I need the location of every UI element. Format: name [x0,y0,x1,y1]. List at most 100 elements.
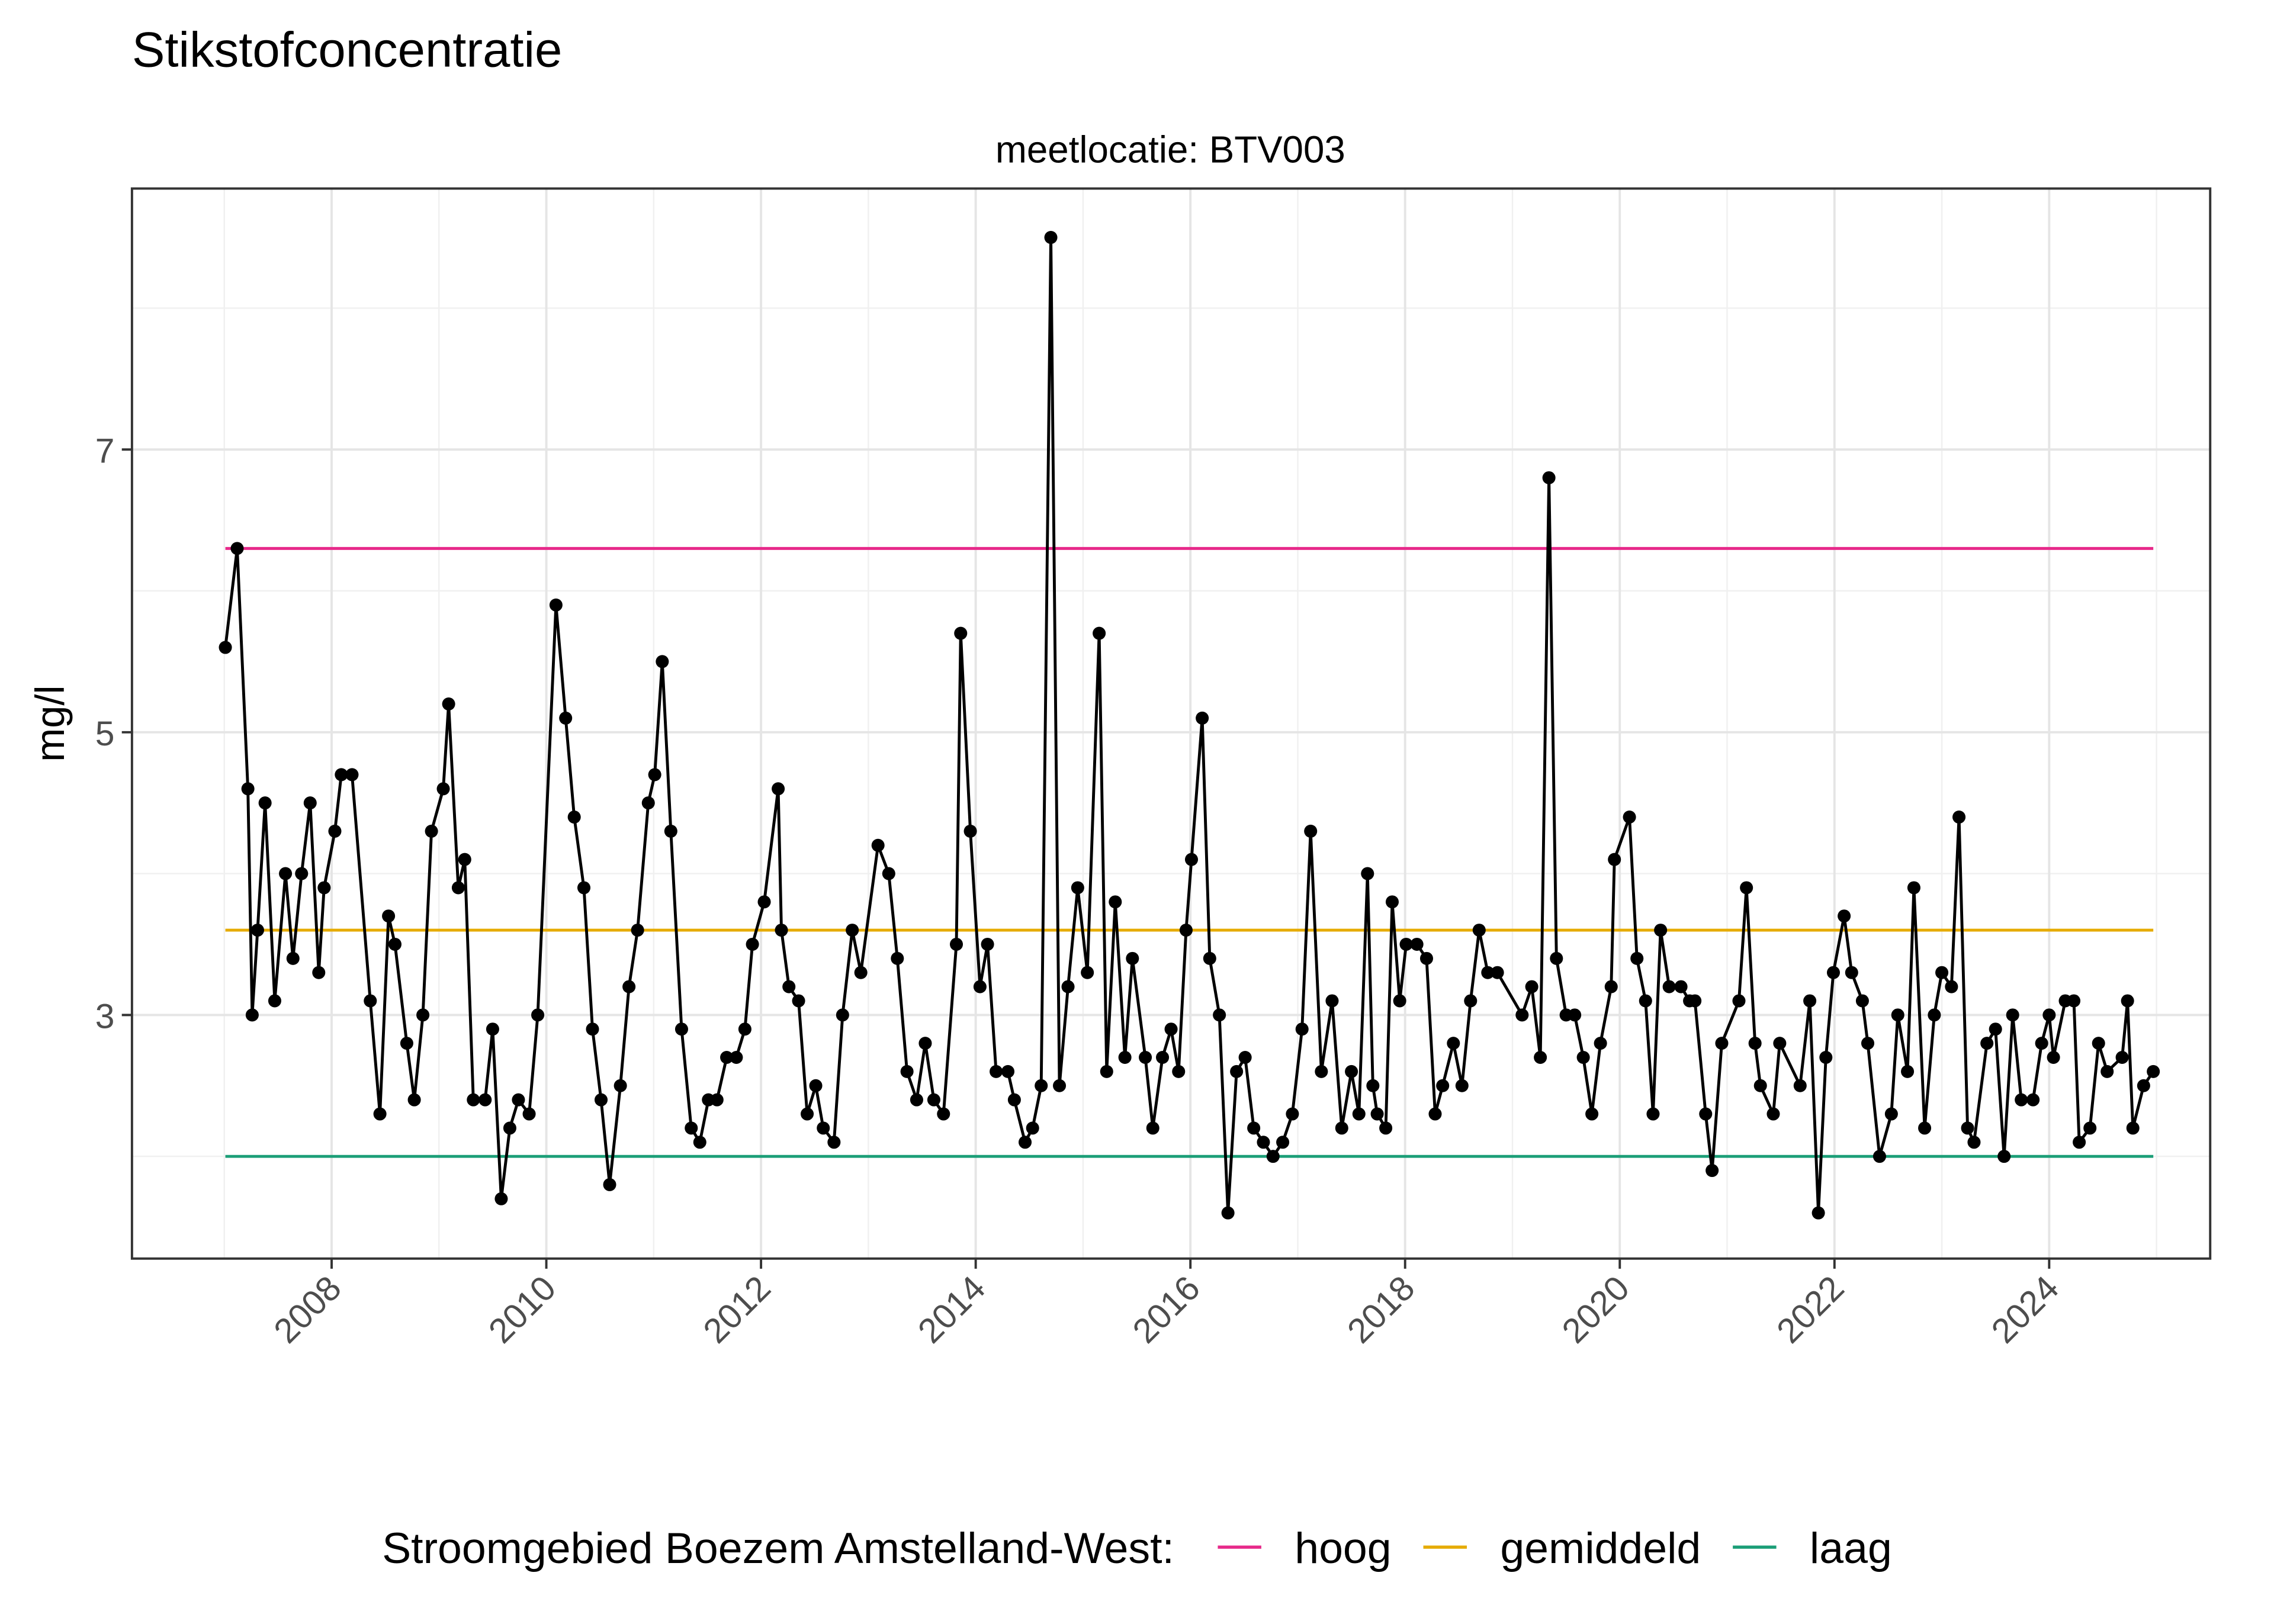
data-point [2083,1121,2097,1135]
data-point [1989,1022,2002,1036]
data-point [1172,1065,1186,1078]
data-point [1576,1050,1590,1065]
data-point [1819,1050,1833,1065]
data-point [1542,471,1556,485]
data-point [882,867,895,880]
data-point [871,838,885,852]
data-point [949,937,963,951]
data-point [648,768,661,782]
data-point [1646,1107,1660,1121]
data-point [2115,1050,2129,1065]
data-point [1688,994,1702,1008]
data-point [512,1093,525,1107]
data-point [1464,994,1478,1008]
data-point [245,1008,259,1022]
data-point [335,768,348,782]
data-point [1213,1008,1226,1022]
data-point [614,1079,627,1092]
data-point [2006,1008,2019,1022]
data-point [927,1093,940,1107]
data-point [303,796,317,810]
data-point [918,1037,932,1050]
facet-label: meetlocatie: BTV003 [995,128,1345,171]
y-tick-label: 3 [95,997,115,1035]
data-point [1803,994,1817,1008]
data-point [1276,1136,1290,1149]
data-point [1481,966,1495,979]
data-point [603,1178,616,1191]
data-point [1361,867,1374,880]
data-point [1419,951,1433,965]
data-point [268,994,281,1008]
data-point [757,895,771,909]
data-point [522,1107,536,1121]
data-point [1379,1121,1393,1135]
data-point [241,782,255,796]
data-point [1901,1065,1915,1078]
data-point [1221,1206,1235,1220]
legend-title: Stroomgebied Boezem Amstelland-West: [382,1523,1174,1572]
data-point [1861,1037,1875,1050]
data-point [1884,1107,1898,1121]
data-point [1945,980,1958,993]
data-point [1838,909,1851,923]
data-point [1230,1065,1244,1078]
data-point [1139,1050,1152,1065]
data-point [2073,1136,2086,1149]
data-point [1604,980,1618,993]
data-point [2015,1093,2028,1107]
data-point [1366,1079,1380,1092]
data-point [279,867,293,880]
data-point [1071,881,1084,895]
data-point [586,1022,599,1036]
data-point [1550,951,1563,965]
data-point [730,1050,743,1065]
data-point [1156,1050,1170,1065]
data-point [910,1093,923,1107]
data-point [836,1008,849,1022]
data-point [1891,1008,1904,1022]
legend-label: laag [1810,1523,1892,1572]
data-point [1053,1079,1067,1092]
data-point [1715,1037,1729,1050]
data-point [1093,626,1106,640]
data-point [1385,895,1399,909]
panel-border [130,187,2212,1260]
data-point [1044,231,1058,245]
data-point [1109,895,1122,909]
data-point [675,1022,688,1036]
data-point [772,782,785,796]
data-point [622,980,636,993]
data-point [1266,1150,1280,1163]
data-point [250,924,264,937]
data-point [2126,1121,2140,1135]
data-point [1247,1121,1261,1135]
data-point [1928,1008,1941,1022]
data-point [1184,853,1199,866]
data-point [846,924,859,937]
data-point [1001,1065,1015,1078]
data-point [1812,1206,1825,1220]
data-point [1525,980,1539,993]
data-point [1295,1022,1309,1036]
data-point [1257,1136,1270,1149]
data-point [720,1050,734,1065]
data-point [1907,881,1920,895]
data-point [1203,951,1216,965]
data-point [664,824,677,838]
data-point [1699,1107,1713,1121]
data-point [1748,1037,1762,1050]
data-point [2042,1008,2056,1022]
data-point [1918,1121,1932,1135]
data-point [295,867,309,880]
data-point [1286,1107,1299,1121]
data-point [425,824,438,838]
data-point [738,1022,751,1036]
data-point [782,980,796,993]
data-point [1019,1136,1032,1149]
data-point [891,951,904,965]
data-point [2035,1037,2048,1050]
data-point [1654,924,1668,937]
data-point [693,1136,706,1149]
